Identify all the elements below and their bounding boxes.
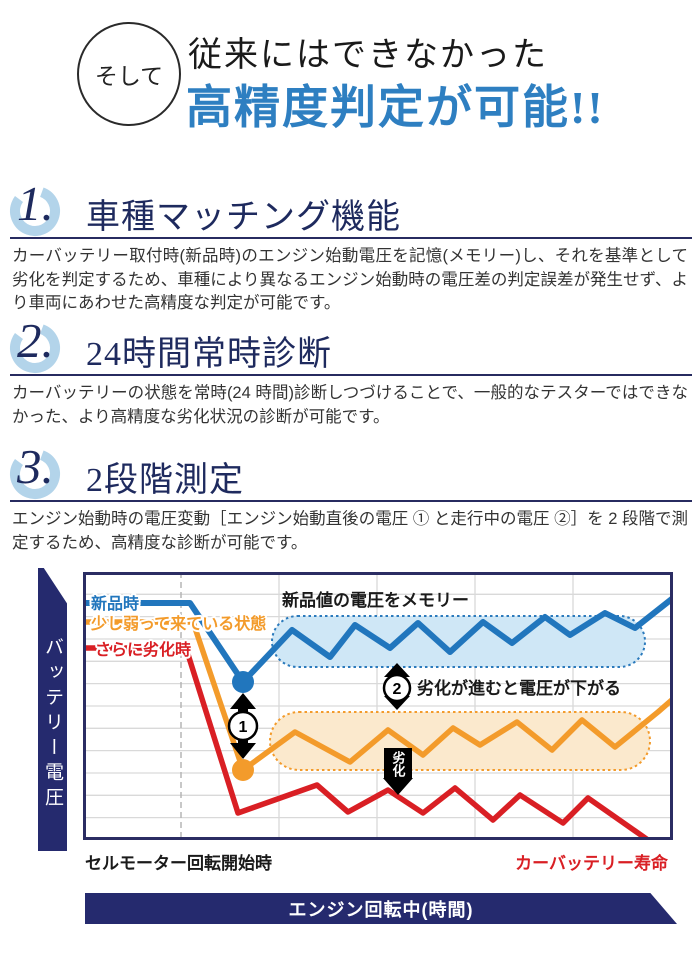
section-title: 24時間常時診断 — [86, 336, 332, 373]
section-heading: 2. 24時間常時診断 — [0, 313, 700, 374]
section-matching: 1. 車種マッチング機能 カーバッテリー取付時(新品時)のエンジン始動電圧を記憶… — [0, 176, 700, 316]
weak-capsule — [269, 711, 651, 771]
step1-circle — [227, 710, 259, 742]
section-heading: 1. 車種マッチング機能 — [0, 176, 700, 237]
deterioration-box: 劣化 — [384, 748, 412, 779]
swirl-circle-icon — [10, 449, 60, 499]
legend-new: 新品時 — [91, 594, 139, 613]
x-start-label: セルモーター回転開始時 — [85, 854, 272, 873]
section-body: エンジン始動時の電圧変動［エンジン始動直後の電圧 ① と走行中の電圧 ②］を 2… — [12, 510, 688, 552]
chart-markers — [232, 671, 254, 781]
section-body: カーバッテリーの状態を常時(24 時間)診断しつづけることで、一般的なテスターで… — [12, 384, 688, 426]
x-axis-label: エンジン回転中(時間) — [288, 899, 474, 920]
badge-text: そして — [94, 64, 164, 89]
legend-weak: 少し弱って来ている状態 — [90, 614, 266, 633]
chart-series — [83, 595, 673, 840]
series-line-new — [83, 595, 673, 685]
section-number: 2. — [17, 313, 54, 368]
swirl-circle-icon — [10, 186, 60, 236]
chart-frame — [83, 572, 673, 840]
section-title: 2段階測定 — [86, 462, 244, 499]
deterioration-arrow-icon — [383, 778, 413, 795]
step2-number: 2 — [393, 681, 402, 698]
x-end-label: カーバッテリー寿命 — [515, 854, 668, 873]
section-heading: 3. 2段階測定 — [0, 439, 700, 500]
series-line-weak — [83, 619, 673, 773]
drop-annotation: 劣化が進むと電圧が下がる — [417, 678, 621, 698]
swirl-circle-icon — [10, 323, 60, 373]
series-dot — [232, 671, 254, 693]
y-axis-bar: バッテリー電圧 — [38, 568, 67, 851]
headline-line2: 高精度判定が可能!! — [186, 82, 605, 133]
series-line-degraded — [83, 645, 650, 840]
section-24h: 2. 24時間常時診断 カーバッテリーの状態を常時(24 時間)診断しつづけるこ… — [0, 313, 700, 429]
y-axis-label: バッテリー電圧 — [42, 637, 63, 812]
headline-line1: 従来にはできなかった — [188, 37, 548, 74]
section-divider — [10, 500, 692, 502]
x-axis-bar: エンジン回転中(時間) — [85, 893, 677, 924]
section-2step: 3. 2段階測定 エンジン始動時の電圧変動［エンジン始動直後の電圧 ① と走行中… — [0, 439, 700, 555]
step2-circle — [382, 673, 412, 703]
section-number: 3. — [17, 439, 54, 494]
deterioration-label: 劣化 — [390, 750, 406, 777]
section-divider — [10, 237, 692, 239]
voltage-chart: 新品時 少し弱って来ている状態 さらに劣化時 新品値の電圧をメモリー 1 2 劣… — [83, 572, 673, 840]
memory-annotation: 新品値の電圧をメモリー — [282, 590, 469, 610]
soshite-badge-circle: そして — [77, 22, 181, 126]
series-dot — [232, 759, 254, 781]
section-number: 1. — [17, 176, 54, 231]
legend-degraded: さらに劣化時 — [95, 640, 191, 659]
step1-number: 1 — [239, 719, 248, 736]
section-divider — [10, 374, 692, 376]
section-title: 車種マッチング機能 — [86, 199, 401, 236]
section-body: カーバッテリー取付時(新品時)のエンジン始動電圧を記憶(メモリー)し、それを基準… — [12, 247, 688, 312]
